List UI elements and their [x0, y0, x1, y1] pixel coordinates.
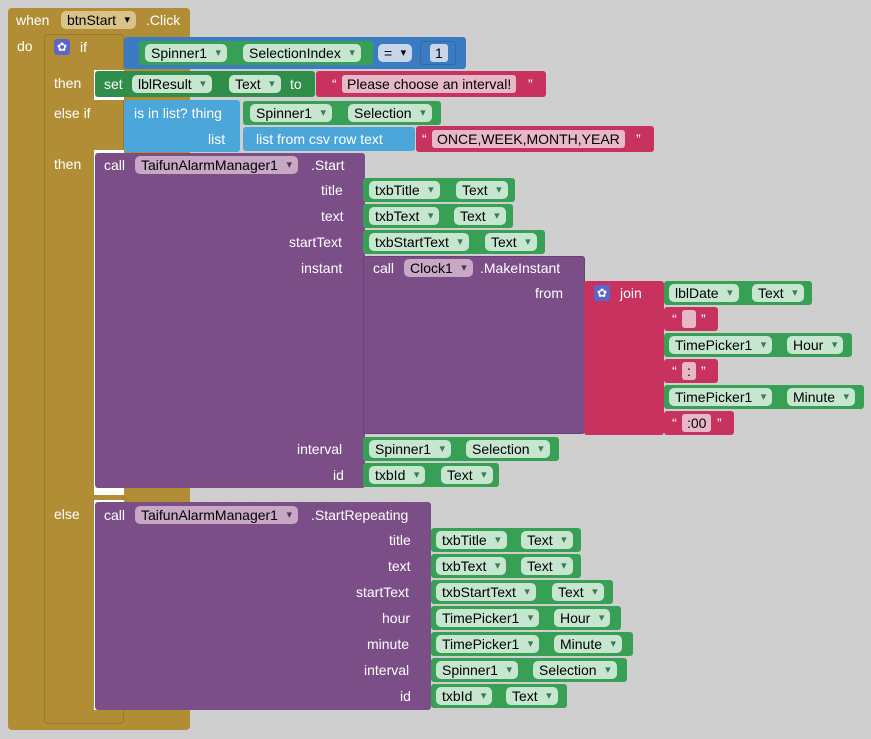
minute-dropdown[interactable]: Minute	[787, 388, 856, 406]
when-label: when	[16, 12, 50, 28]
click-event-label: .Click	[146, 12, 181, 28]
minute-dropdown-2[interactable]: Minute	[554, 635, 623, 653]
list-param-label: list	[208, 131, 226, 147]
makeinstant-method-label: .MakeInstant	[480, 260, 561, 276]
call-alarmmanager-startrepeating-block[interactable]	[95, 502, 431, 710]
then-label: then	[54, 75, 82, 91]
call-label-2: call	[373, 260, 395, 276]
else-label: else	[54, 506, 80, 522]
txbtitle-dropdown[interactable]: txbTitle	[369, 181, 440, 199]
join-mutator-gear-icon[interactable]: ✿	[594, 285, 610, 301]
call-label-3: call	[104, 507, 126, 523]
param-instant-label: instant	[301, 260, 343, 276]
zero-zero-string-value[interactable]: :00	[682, 414, 712, 432]
txbid-dropdown-2[interactable]: txbId	[436, 687, 493, 705]
selection-property-dropdown[interactable]: Selection	[348, 104, 432, 122]
param-text-label: text	[321, 208, 344, 224]
param-id-label: id	[333, 467, 344, 483]
do-label: do	[17, 38, 33, 54]
text-dropdown-6[interactable]: Text	[521, 531, 573, 549]
list-from-csv-label: list from csv row text	[256, 131, 383, 147]
equals-operator-dropdown[interactable]: =	[378, 44, 413, 62]
alarmmanager-component-dropdown[interactable]: TaifunAlarmManager1	[135, 156, 298, 174]
spinner1-component-dropdown[interactable]: Spinner1	[145, 44, 228, 62]
else-if-label: else if	[54, 105, 91, 121]
param-id-label-2: id	[400, 688, 411, 704]
call-alarmmanager-start-block[interactable]	[95, 153, 365, 488]
startrepeating-method-label: .StartRepeating	[311, 507, 409, 523]
is-in-list-block[interactable]	[124, 100, 240, 152]
join-label: join	[620, 285, 642, 301]
lbldate-dropdown[interactable]: lblDate	[669, 284, 739, 302]
txbstarttext-dropdown[interactable]: txbStartText	[369, 233, 469, 251]
number-value[interactable]: 1	[430, 44, 448, 62]
text-property-dropdown[interactable]: Text	[229, 75, 281, 93]
param-starttext-label-2: startText	[356, 584, 409, 600]
hour-dropdown-2[interactable]: Hour	[554, 609, 611, 627]
spinner1-component-dropdown-2[interactable]: Spinner1	[250, 104, 333, 122]
text-dropdown-2[interactable]: Text	[454, 207, 506, 225]
param-minute-label: minute	[367, 636, 410, 652]
param-interval-label: interval	[297, 441, 343, 457]
to-label: to	[290, 76, 302, 92]
txbid-dropdown[interactable]: txbId	[369, 466, 426, 484]
join-block[interactable]	[584, 281, 664, 435]
timepicker1-dropdown-4[interactable]: TimePicker1	[436, 635, 540, 653]
alarmmanager-component-dropdown-2[interactable]: TaifunAlarmManager1	[135, 506, 298, 524]
clock-makeinstant-block[interactable]	[363, 256, 585, 434]
timepicker1-dropdown-3[interactable]: TimePicker1	[436, 609, 540, 627]
btnstart-component-dropdown[interactable]: btnStart	[61, 11, 137, 29]
please-choose-string[interactable]: Please choose an interval!	[342, 75, 517, 93]
is-in-list-label: is in list? thing	[134, 105, 222, 121]
txbstarttext-dropdown-2[interactable]: txbStartText	[436, 583, 536, 601]
text-dropdown-4[interactable]: Text	[441, 466, 493, 484]
list-from-csv-row-block[interactable]	[243, 127, 415, 151]
selection-dropdown-2[interactable]: Selection	[466, 440, 550, 458]
lblresult-component-dropdown[interactable]: lblResult	[132, 75, 212, 93]
txbtitle-dropdown-2[interactable]: txbTitle	[436, 531, 507, 549]
clock1-component-dropdown[interactable]: Clock1	[404, 259, 473, 277]
param-starttext-label: startText	[289, 234, 342, 250]
text-dropdown[interactable]: Text	[456, 181, 508, 199]
txbtext-dropdown-2[interactable]: txbText	[436, 557, 507, 575]
spinner1-dropdown-4[interactable]: Spinner1	[436, 661, 519, 679]
start-method-label: .Start	[311, 157, 345, 173]
text-dropdown-5[interactable]: Text	[752, 284, 804, 302]
txbtext-dropdown[interactable]: txbText	[369, 207, 440, 225]
set-label: set	[104, 76, 123, 92]
call-label: call	[104, 157, 126, 173]
timepicker1-dropdown[interactable]: TimePicker1	[669, 336, 773, 354]
from-param-label: from	[535, 285, 563, 301]
selection-dropdown-3[interactable]: Selection	[533, 661, 617, 679]
mutator-gear-icon[interactable]: ✿	[54, 39, 70, 55]
param-interval-label-2: interval	[364, 662, 410, 678]
text-dropdown-7[interactable]: Text	[521, 557, 573, 575]
if-label: if	[80, 39, 87, 55]
csv-string-value[interactable]: ONCE,WEEK,MONTH,YEAR	[432, 130, 625, 148]
space-string-value[interactable]	[682, 310, 696, 328]
param-text-label-2: text	[388, 558, 411, 574]
param-title-label-2: title	[389, 532, 411, 548]
timepicker1-dropdown-2[interactable]: TimePicker1	[669, 388, 773, 406]
selectionindex-property-dropdown[interactable]: SelectionIndex	[243, 44, 361, 62]
param-hour-label: hour	[382, 610, 411, 626]
hour-dropdown[interactable]: Hour	[787, 336, 844, 354]
colon-string-value[interactable]: :	[682, 362, 696, 380]
text-dropdown-8[interactable]: Text	[552, 583, 604, 601]
spinner1-dropdown-3[interactable]: Spinner1	[369, 440, 452, 458]
param-title-label: title	[321, 182, 343, 198]
then2-label: then	[54, 156, 82, 172]
text-dropdown-3[interactable]: Text	[485, 233, 537, 251]
text-dropdown-9[interactable]: Text	[506, 687, 558, 705]
